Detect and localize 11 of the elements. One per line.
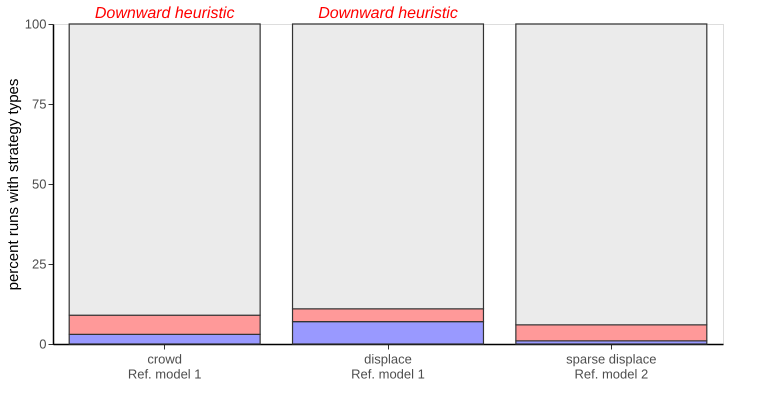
y-axis-title: percent runs with strategy types: [4, 78, 22, 290]
y-tick-label: 0: [39, 336, 46, 352]
annotation: Downward heuristic: [94, 5, 234, 22]
y-tick-label: 25: [32, 256, 46, 272]
x-tick-label: crowd Ref. model 1: [128, 352, 202, 382]
y-tick-label: 75: [32, 96, 46, 112]
x-tick-label: sparse displace Ref. model 2: [566, 352, 656, 382]
y-tick-label: 100: [24, 16, 46, 32]
annotation: Downward heuristic: [318, 5, 458, 22]
x-tick-label: displace Ref. model 1: [351, 352, 425, 382]
y-tick-label: 50: [32, 176, 46, 192]
